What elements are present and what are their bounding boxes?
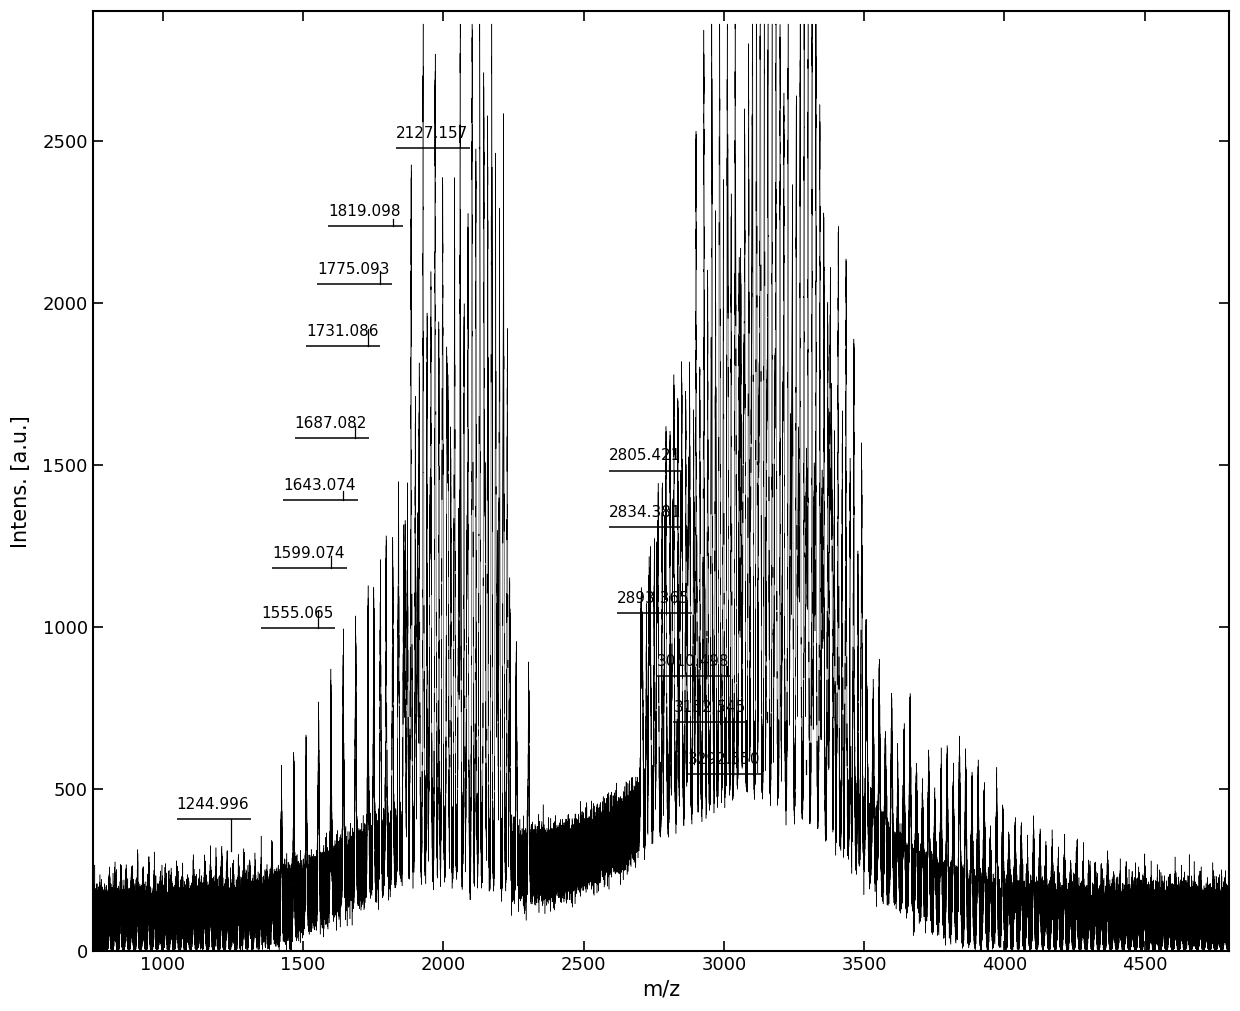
Text: 2805.421: 2805.421	[609, 449, 681, 463]
Text: 2127.157: 2127.157	[396, 125, 467, 141]
Text: 1555.065: 1555.065	[260, 606, 334, 621]
Y-axis label: Intens. [a.u.]: Intens. [a.u.]	[11, 415, 31, 548]
Text: 3292.550: 3292.550	[687, 751, 760, 766]
X-axis label: m/z: m/z	[641, 980, 680, 1000]
Text: 1731.086: 1731.086	[306, 324, 378, 339]
Text: 1819.098: 1819.098	[329, 203, 401, 218]
Text: 2834.381: 2834.381	[609, 506, 681, 521]
Text: 3152.545: 3152.545	[673, 700, 745, 715]
Text: 1599.074: 1599.074	[272, 546, 345, 561]
Text: 3010.498: 3010.498	[656, 654, 729, 669]
Text: 1687.082: 1687.082	[295, 417, 367, 431]
Text: 1244.996: 1244.996	[177, 797, 249, 812]
Text: 1775.093: 1775.093	[317, 262, 389, 277]
Text: 1643.074: 1643.074	[284, 477, 356, 492]
Text: 2893.365: 2893.365	[618, 591, 689, 607]
